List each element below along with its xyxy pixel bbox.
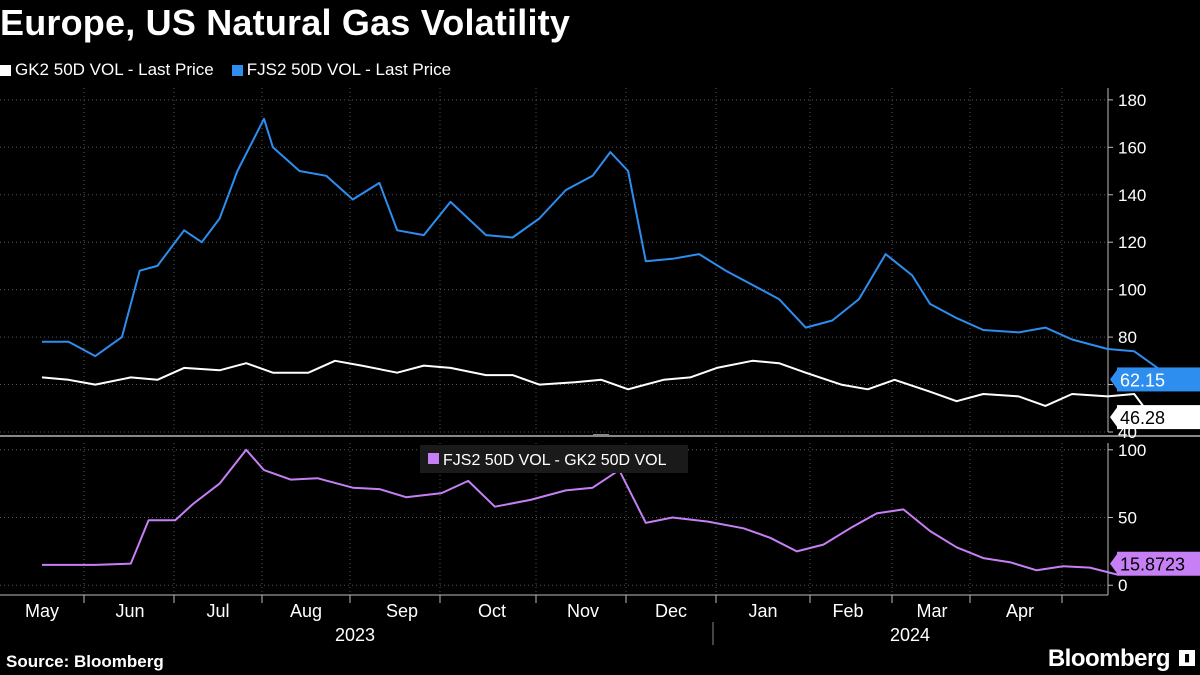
legend-item-fjs2: FJS2 50D VOL - Last Price [231,60,452,80]
series-line-fjs2 [42,117,1197,381]
last-value-spread-text: 15.8723 [1120,555,1185,575]
last-value-gk2-pointer [1110,406,1118,429]
chart-title: Europe, US Natural Gas Volatility [0,2,571,43]
panel-divider-handle [593,434,609,437]
x-month-label: Mar [917,601,948,621]
x-month-label: Dec [655,601,687,621]
bottom-legend-label: FJS2 50D VOL - GK2 50D VOL [443,452,667,469]
y-bottom-tick-label: 50 [1118,509,1137,528]
y-top-tick-label: 80 [1118,328,1137,347]
source-note: Source: Bloomberg [6,652,164,671]
last-value-spread-pointer [1110,552,1118,575]
brand-mark-icon: ▮ [1179,650,1195,666]
legend-swatch-fjs2 [231,64,243,76]
y-top-tick-label: 160 [1118,138,1146,157]
x-month-label: Aug [290,601,322,621]
y-top-tick-label: 140 [1118,186,1146,205]
y-bottom-tick-label: 100 [1118,441,1146,460]
y-top-tick-label: 120 [1118,233,1146,252]
y-bottom-tick-label: 0 [1118,576,1127,595]
legend-label-gk2: GK2 50D VOL - Last Price [15,60,214,79]
last-value-gk2-text: 46.28 [1120,408,1165,428]
series-line-spread [42,448,1197,576]
last-value-fjs2-pointer [1110,368,1118,391]
bottom-legend-swatch [428,453,439,464]
top-legend: GK2 50D VOL - Last Price FJS2 50D VOL - … [0,60,451,80]
brand-logo: Bloomberg [1047,645,1171,672]
x-year-label: 2024 [890,625,930,645]
last-value-fjs2-box [1117,367,1200,392]
legend-swatch-gk2 [0,64,11,76]
legend-item-gk2: GK2 50D VOL - Last Price [0,60,214,80]
last-value-fjs2-text: 62.15 [1120,370,1165,390]
legend-label-fjs2: FJS2 50D VOL - Last Price [246,60,452,79]
x-month-label: Jul [206,601,229,621]
bottom-legend-box [420,445,688,473]
x-month-label: Oct [478,601,506,621]
y-top-tick-label: 100 [1118,281,1146,300]
x-year-label: 2023 [335,625,375,645]
y-top-tick-label: 180 [1118,91,1146,110]
x-month-label: Apr [1006,601,1034,621]
x-month-label: May [25,601,59,621]
x-month-label: Sep [386,601,418,621]
x-month-label: Jan [748,601,777,621]
series-line-gk2 [41,359,1197,419]
x-month-label: Feb [832,601,863,621]
x-month-label: Nov [567,601,599,621]
last-value-gk2-box [1117,405,1200,430]
x-month-label: Jun [115,601,144,621]
last-value-spread-box [1117,551,1200,576]
